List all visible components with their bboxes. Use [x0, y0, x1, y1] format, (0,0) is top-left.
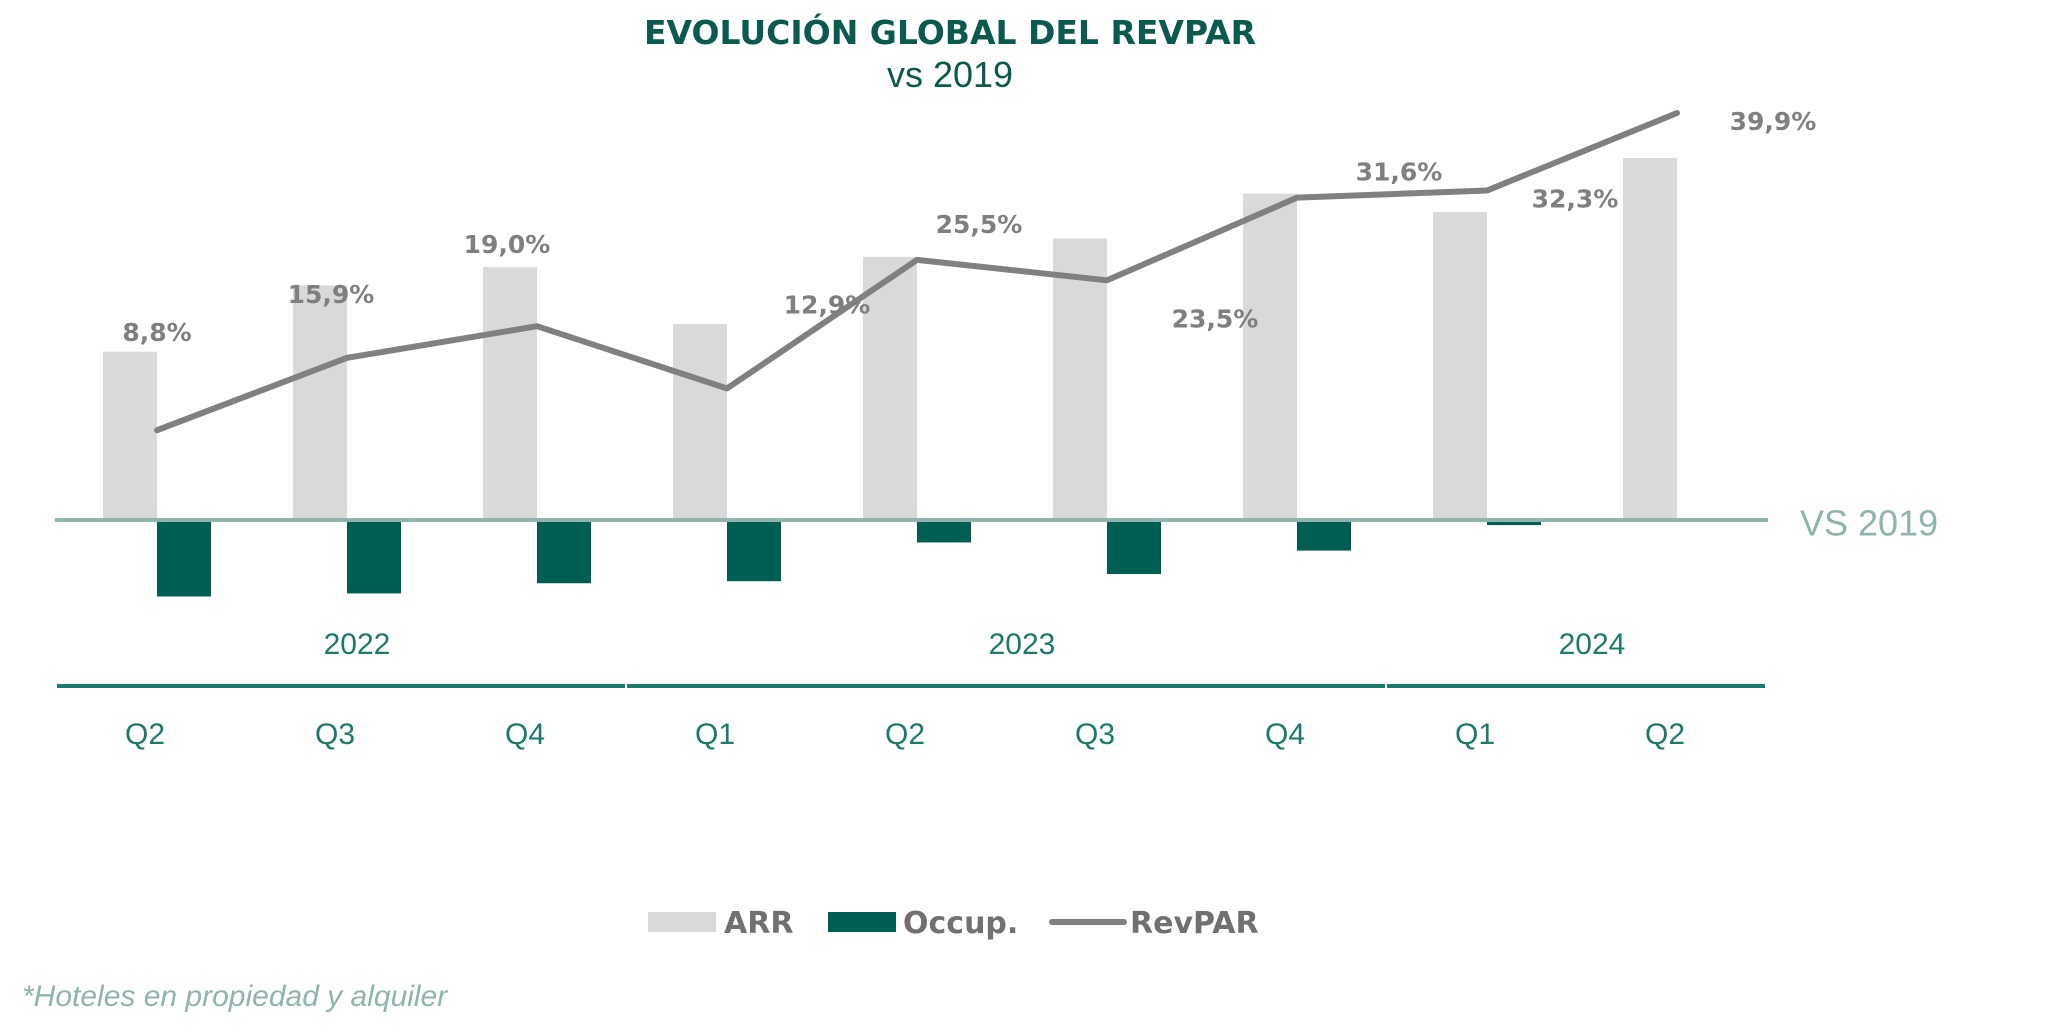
quarter-label: Q2 — [125, 718, 165, 751]
footnote: *Hoteles en propiedad y alquiler — [22, 980, 448, 1013]
arr-bar-1 — [103, 351, 157, 520]
quarter-label: Q2 — [885, 718, 925, 751]
revpar-data-label: 15,9% — [288, 280, 375, 309]
arr-bar-7 — [1243, 193, 1297, 520]
reference-label: VS 2019 — [1800, 503, 1938, 544]
arr-bar-2 — [293, 285, 347, 520]
revpar-data-label: 19,0% — [464, 230, 551, 259]
revpar-line-series — [154, 110, 1680, 434]
year-groups: 2022 2023 2024 — [57, 628, 1765, 688]
legend-revpar-label: RevPAR — [1130, 906, 1259, 941]
revpar-data-label: 25,5% — [936, 210, 1023, 239]
occup-bar-2 — [347, 520, 401, 594]
quarter-label: Q4 — [505, 718, 545, 751]
year-label-2022: 2022 — [324, 628, 391, 661]
revpar-data-label: 12,9% — [784, 290, 871, 319]
occup-bars — [157, 520, 1541, 597]
occup-bar-7 — [1297, 520, 1351, 551]
legend: ARR Occup. RevPAR — [648, 906, 1259, 941]
occup-bar-5 — [917, 520, 971, 543]
year-label-2023: 2023 — [989, 628, 1056, 661]
arr-bar-3 — [483, 267, 537, 520]
occup-bar-3 — [537, 520, 591, 584]
quarter-label: Q2 — [1645, 718, 1685, 751]
occup-bar-4 — [727, 520, 781, 582]
occup-bar-1 — [157, 520, 211, 597]
quarter-label: Q1 — [695, 718, 735, 751]
legend-arr-label: ARR — [724, 906, 793, 941]
arr-bar-4 — [673, 324, 727, 520]
revpar-data-label: 31,6% — [1356, 158, 1443, 187]
legend-occup-swatch — [828, 912, 896, 932]
quarter-label: Q1 — [1455, 718, 1495, 751]
revpar-data-label: 23,5% — [1172, 304, 1259, 333]
arr-bar-8 — [1433, 211, 1487, 520]
revpar-data-label: 32,3% — [1532, 185, 1619, 214]
arr-bar-6 — [1053, 238, 1107, 521]
chart-title: EVOLUCIÓN GLOBAL DEL REVPAR — [644, 12, 1256, 52]
legend-occup-label: Occup. — [903, 906, 1018, 941]
quarter-label: Q3 — [1075, 718, 1115, 751]
quarter-label: Q3 — [315, 718, 355, 751]
arr-bars — [103, 157, 1677, 521]
legend-arr-swatch — [648, 912, 716, 932]
arr-bar-9 — [1623, 157, 1677, 520]
occup-bar-6 — [1107, 520, 1161, 575]
quarter-labels: Q2 Q3 Q4 Q1 Q2 Q3 Q4 Q1 Q2 — [125, 718, 1685, 751]
revpar-data-labels: 8,8% 15,9% 19,0% 12,9% 25,5% 23,5% 31,6% 32,3% 3… — [122, 107, 1816, 347]
occup-bar-8 — [1487, 520, 1541, 526]
year-label-2024: 2024 — [1559, 628, 1626, 661]
chart-subtitle: vs 2019 — [887, 54, 1013, 95]
revpar-data-label: 8,8% — [122, 318, 191, 347]
quarter-label: Q4 — [1265, 718, 1305, 751]
revpar-data-label: 39,9% — [1730, 107, 1817, 136]
arr-bar-5 — [863, 256, 917, 520]
